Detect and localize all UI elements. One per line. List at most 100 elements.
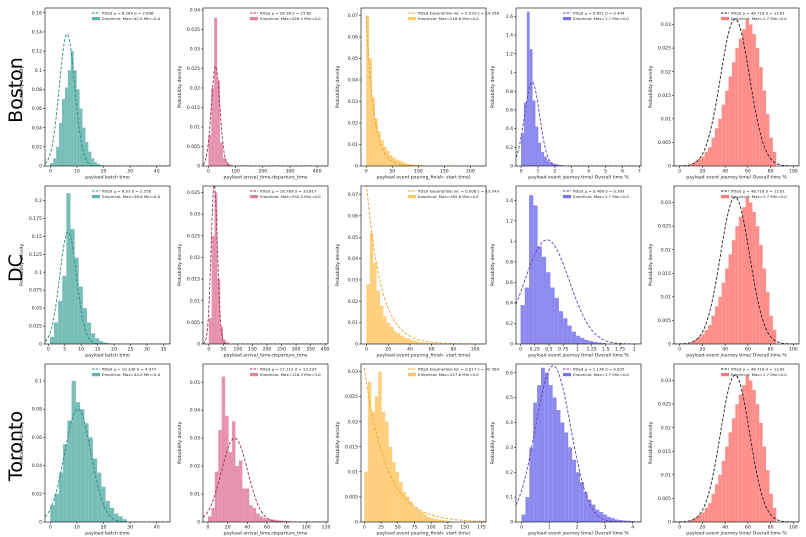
axes-frame bbox=[673, 185, 800, 345]
histogram-bar bbox=[208, 318, 212, 344]
y-tick-label: 0.07 bbox=[348, 13, 358, 19]
histogram-bar bbox=[560, 422, 565, 522]
histogram-bar bbox=[772, 507, 777, 522]
y-tick-label: 0.03 bbox=[661, 22, 671, 28]
legend-empirical-swatch bbox=[250, 373, 258, 377]
histogram-bar bbox=[94, 162, 98, 166]
histogram-bar bbox=[88, 437, 93, 522]
y-tick-label: 0 bbox=[510, 520, 513, 526]
x-tick-label: 80 bbox=[768, 169, 774, 175]
histogram-bar bbox=[54, 493, 59, 522]
histogram-bar bbox=[738, 38, 743, 166]
x-axis-label: payload event journey time/ Overall time… bbox=[686, 531, 787, 537]
x-axis-label: payload event journey time/ Overall time… bbox=[686, 353, 787, 359]
histogram-bar bbox=[591, 504, 596, 522]
histogram-bar bbox=[563, 318, 568, 344]
x-tick-label: 20 bbox=[101, 525, 107, 531]
legend-empirical-swatch bbox=[408, 195, 416, 199]
histogram-bar bbox=[735, 48, 739, 166]
y-axis-label: Probability density bbox=[177, 421, 183, 464]
x-tick-label: 2 bbox=[576, 525, 579, 531]
histogram-bar bbox=[406, 496, 410, 522]
fitted-curve bbox=[203, 186, 328, 344]
y-tick-label: 0.025 bbox=[187, 66, 200, 72]
histogram-bar bbox=[395, 471, 400, 522]
axes-frame bbox=[515, 7, 642, 167]
panel-toronto-1: 0 10 20 30 40 0 0.02 0.04 0.06 0.08 0.1 payload bat… bbox=[19, 363, 171, 537]
x-tick-label: 10 bbox=[78, 347, 84, 353]
y-tick-label: 0.05 bbox=[348, 235, 358, 241]
histogram-bar bbox=[541, 367, 545, 522]
legend-fitted-label: fitted Exponential loc = 0.006 s = 13.34… bbox=[418, 188, 499, 193]
x-tick-label: 80 bbox=[284, 525, 290, 531]
x-tick-label: 125 bbox=[444, 525, 453, 531]
histogram-bar bbox=[232, 421, 236, 522]
histogram-bar bbox=[369, 58, 373, 166]
axes-frame bbox=[360, 185, 487, 345]
y-tick-label: 0.03 bbox=[348, 369, 358, 375]
y-tick-label: 0.02 bbox=[190, 86, 200, 92]
y-axis-label: Probability density bbox=[648, 421, 654, 464]
histogram-bar bbox=[427, 342, 431, 344]
histogram-bar bbox=[70, 229, 75, 344]
legend-fitted-label: fitted μ = 48.718 σ = 12.81 bbox=[731, 188, 786, 193]
histogram-bar bbox=[742, 29, 746, 166]
histogram-bar bbox=[426, 516, 431, 522]
y-axis-label: Probability density bbox=[335, 243, 341, 286]
x-tick-label: 50 bbox=[220, 347, 226, 353]
histogram-bar bbox=[759, 66, 763, 166]
legend-empirical-swatch bbox=[250, 195, 258, 199]
histogram-bar bbox=[396, 333, 401, 344]
histogram-bar bbox=[759, 244, 763, 344]
y-tick-label: 0.025 bbox=[658, 46, 671, 52]
y-tick-label: 0.16 bbox=[32, 10, 42, 16]
y-tick-label: 0.01 bbox=[190, 125, 200, 131]
histogram-bar bbox=[583, 492, 588, 522]
histogram-bar bbox=[759, 422, 763, 522]
histogram-bar bbox=[385, 421, 389, 522]
y-tick-label: 0.015 bbox=[187, 105, 200, 111]
histogram-bar bbox=[558, 164, 562, 166]
histogram-bar bbox=[64, 87, 68, 166]
histogram-bars bbox=[50, 51, 106, 166]
legend-fitted-label: fitted μ = 18.769 σ = 10.817 bbox=[260, 188, 317, 193]
histogram-bar bbox=[97, 164, 101, 166]
histogram-bar bbox=[721, 104, 726, 166]
histogram-bar bbox=[379, 305, 384, 344]
histogram-bar bbox=[725, 268, 729, 344]
y-tick-label: 0.02 bbox=[348, 419, 358, 425]
y-tick-label: 0.4 bbox=[506, 420, 513, 426]
row-label-dc: DC bbox=[5, 254, 27, 282]
x-tick-label: 100 bbox=[789, 347, 798, 353]
fitted-curve bbox=[674, 18, 799, 166]
histogram-bar bbox=[537, 385, 541, 522]
legend-empirical-label: Empirical: Max=1.7 Min=0.0 bbox=[573, 16, 629, 21]
histogram-bar bbox=[377, 131, 381, 166]
x-tick-label: 0 bbox=[206, 525, 209, 531]
histogram-bar bbox=[755, 404, 760, 522]
histogram-bar bbox=[430, 517, 434, 522]
x-tick-label: 35 bbox=[160, 347, 166, 353]
x-tick-label: 0 bbox=[49, 169, 52, 175]
y-axis-label: Probability density bbox=[177, 65, 183, 108]
legend-fitted-label: fitted μ = 26.36 σ = 15.62 bbox=[260, 10, 312, 15]
axes-frame bbox=[360, 7, 487, 167]
histogram-bars bbox=[366, 232, 441, 344]
histogram-bar bbox=[535, 126, 539, 166]
histogram-bar bbox=[214, 471, 219, 522]
legend-empirical-label: Empirical: Max=227.6 Min=0.0 bbox=[418, 372, 479, 377]
histogram-bar bbox=[766, 292, 770, 344]
x-tick-label: 200 bbox=[258, 169, 267, 175]
histogram-bar bbox=[525, 497, 530, 522]
y-tick-label: 0 bbox=[197, 520, 200, 526]
histogram-bar bbox=[366, 284, 370, 344]
y-axis-label: Probability density bbox=[648, 243, 654, 286]
y-tick-label: 0.01 bbox=[348, 469, 358, 475]
legend-fitted-label: fitted μ = 48.718 σ = 12.81 bbox=[731, 10, 786, 15]
x-tick-label: 3 bbox=[570, 169, 573, 175]
histogram-bar bbox=[73, 70, 77, 166]
axes-frame bbox=[673, 363, 800, 523]
